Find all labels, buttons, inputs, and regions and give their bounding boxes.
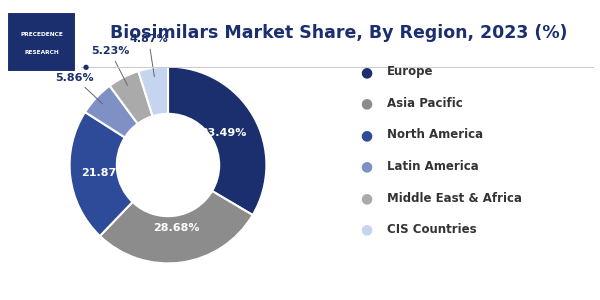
Wedge shape — [85, 86, 137, 137]
Text: ●: ● — [360, 97, 372, 110]
Text: PRECEDENCE: PRECEDENCE — [20, 32, 63, 37]
Text: 5.23%: 5.23% — [91, 46, 129, 85]
Text: Middle East & Africa: Middle East & Africa — [387, 191, 522, 205]
Wedge shape — [139, 67, 168, 116]
Text: Asia Pacific: Asia Pacific — [387, 97, 463, 110]
Text: ●: ● — [360, 160, 372, 173]
Text: 28.68%: 28.68% — [154, 224, 200, 233]
Text: ●: ● — [360, 128, 372, 142]
Text: 21.87%: 21.87% — [82, 168, 128, 178]
Wedge shape — [70, 112, 133, 236]
Text: ●: ● — [360, 65, 372, 79]
Text: Latin America: Latin America — [387, 160, 479, 173]
Text: ●: ● — [360, 191, 372, 205]
Text: CIS Countries: CIS Countries — [387, 223, 476, 236]
Wedge shape — [100, 191, 253, 263]
Text: North America: North America — [387, 128, 483, 142]
Text: 33.49%: 33.49% — [200, 128, 247, 138]
Text: ●: ● — [360, 223, 372, 236]
Text: Europe: Europe — [387, 65, 433, 79]
Wedge shape — [110, 71, 152, 124]
Text: Biosimilars Market Share, By Region, 2023 (%): Biosimilars Market Share, By Region, 202… — [110, 24, 568, 42]
Wedge shape — [168, 67, 266, 215]
Text: 4.87%: 4.87% — [129, 34, 168, 77]
Text: ●: ● — [82, 64, 88, 70]
Text: 5.86%: 5.86% — [55, 73, 103, 104]
Text: RESEARCH: RESEARCH — [25, 50, 59, 55]
